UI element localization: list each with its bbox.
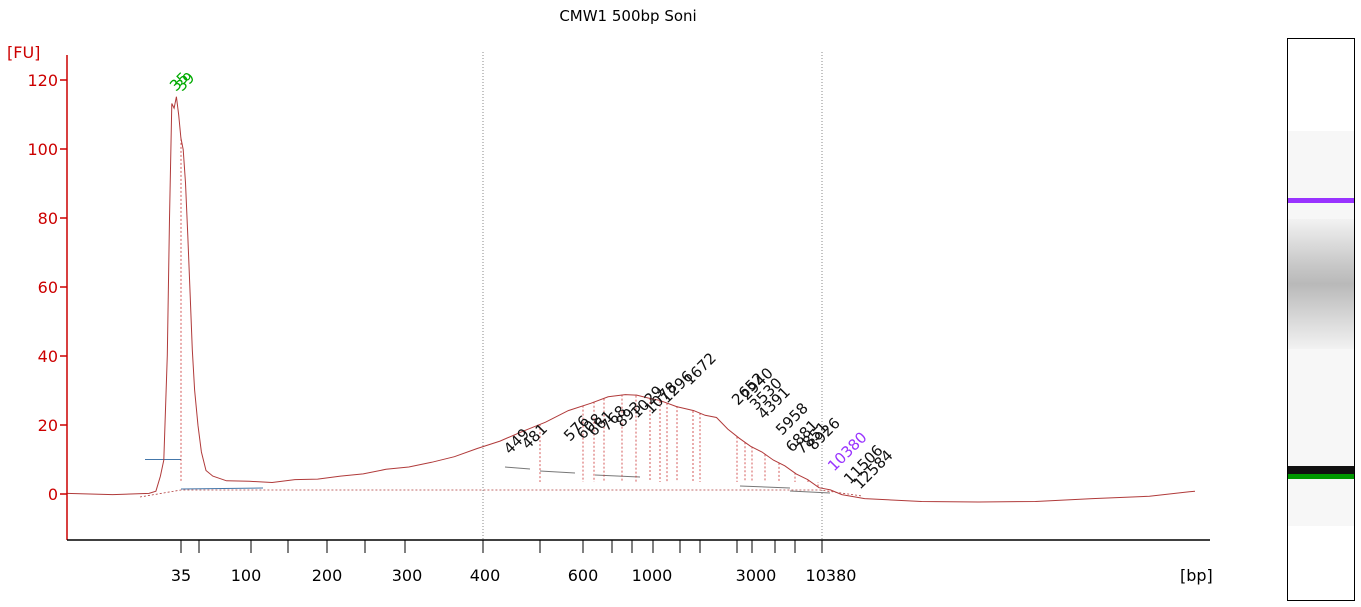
sample-band [1288, 466, 1354, 474]
x-tick-label: 3000 [736, 566, 777, 585]
y-tick-label: 100 [27, 140, 58, 159]
gel-smear [1288, 219, 1354, 349]
x-tick-label: 200 [312, 566, 343, 585]
x-tick-label: 100 [231, 566, 262, 585]
x-axis-label: [bp] [1180, 566, 1213, 585]
y-tick-label: 80 [38, 209, 58, 228]
peak-drop-lines [180, 138, 819, 487]
y-tick-label: 60 [38, 278, 58, 297]
peak-baseline [789, 490, 831, 494]
x-tick-label: 600 [568, 566, 599, 585]
peak-baseline [739, 485, 791, 489]
region-boundaries [482, 52, 823, 540]
y-tick-label: 40 [38, 347, 58, 366]
electropherogram-chart: CMW1 500bp Soni [FU] [bp] 0 20 40 60 80 100 12… [7, 7, 1213, 585]
peak-label: 1672 [680, 349, 720, 389]
gel-image [1287, 38, 1355, 601]
fluorescence-trace [66, 96, 1196, 503]
y-tick-label: 0 [48, 485, 58, 504]
peak-label: 481 [518, 420, 551, 453]
peak-baselines [139, 459, 863, 498]
lower-marker-band [1288, 474, 1354, 479]
integration-baseline [139, 489, 863, 498]
x-tick-label: 10380 [806, 566, 857, 585]
upper-marker-band [1288, 198, 1354, 203]
y-axis: 0 20 40 60 80 100 120 [27, 55, 68, 540]
x-tick-label: 300 [392, 566, 423, 585]
x-tick-label: 35 [171, 566, 191, 585]
peak-baseline [180, 487, 264, 490]
y-tick-label: 120 [27, 71, 58, 90]
x-axis: 35 100 200 300 400 600 1000 3000 10380 [67, 539, 1210, 585]
y-tick-label: 20 [38, 416, 58, 435]
peak-baseline [504, 466, 531, 470]
x-tick-label: 400 [470, 566, 501, 585]
peak-baseline [594, 474, 641, 478]
x-tick-label: 1000 [632, 566, 673, 585]
chart-title: CMW1 500bp Soni [559, 7, 696, 25]
y-axis-label: [FU] [7, 43, 40, 62]
peak-baseline [539, 470, 576, 474]
